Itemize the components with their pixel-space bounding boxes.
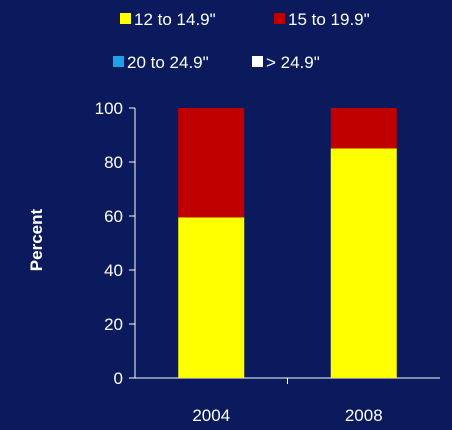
y-tick-label: 0 bbox=[114, 369, 123, 388]
legend-swatch-1 bbox=[274, 13, 285, 24]
legend-swatch-2 bbox=[113, 56, 124, 67]
axes: 0 20 40 60 80 100 2004 2008 bbox=[95, 99, 440, 425]
x-tick-label: 2004 bbox=[192, 406, 230, 425]
legend-label-1: 15 to 19.9" bbox=[288, 10, 370, 29]
y-tick-label: 80 bbox=[104, 153, 123, 172]
y-axis-label: Percent bbox=[27, 208, 46, 271]
y-tick-label: 60 bbox=[104, 207, 123, 226]
bar-segment-2008-series-0 bbox=[330, 148, 397, 378]
legend-swatch-0 bbox=[120, 13, 131, 24]
legend-swatch-3 bbox=[252, 56, 263, 67]
legend-label-0: 12 to 14.9" bbox=[134, 10, 216, 29]
bar-segment-2004-series-0 bbox=[178, 217, 245, 378]
y-tick-label: 20 bbox=[104, 315, 123, 334]
y-tick-label: 100 bbox=[95, 99, 123, 118]
legend: 12 to 14.9" 15 to 19.9" 20 to 24.9" > 24.9" bbox=[113, 10, 370, 72]
y-tick-label: 40 bbox=[104, 261, 123, 280]
bar-segment-2004-series-1 bbox=[178, 108, 245, 218]
bar-segment-2008-series-1 bbox=[330, 108, 397, 149]
bars bbox=[178, 108, 397, 378]
x-tick-label: 2008 bbox=[345, 406, 383, 425]
legend-label-2: 20 to 24.9" bbox=[127, 53, 209, 72]
legend-label-3: > 24.9" bbox=[266, 53, 320, 72]
